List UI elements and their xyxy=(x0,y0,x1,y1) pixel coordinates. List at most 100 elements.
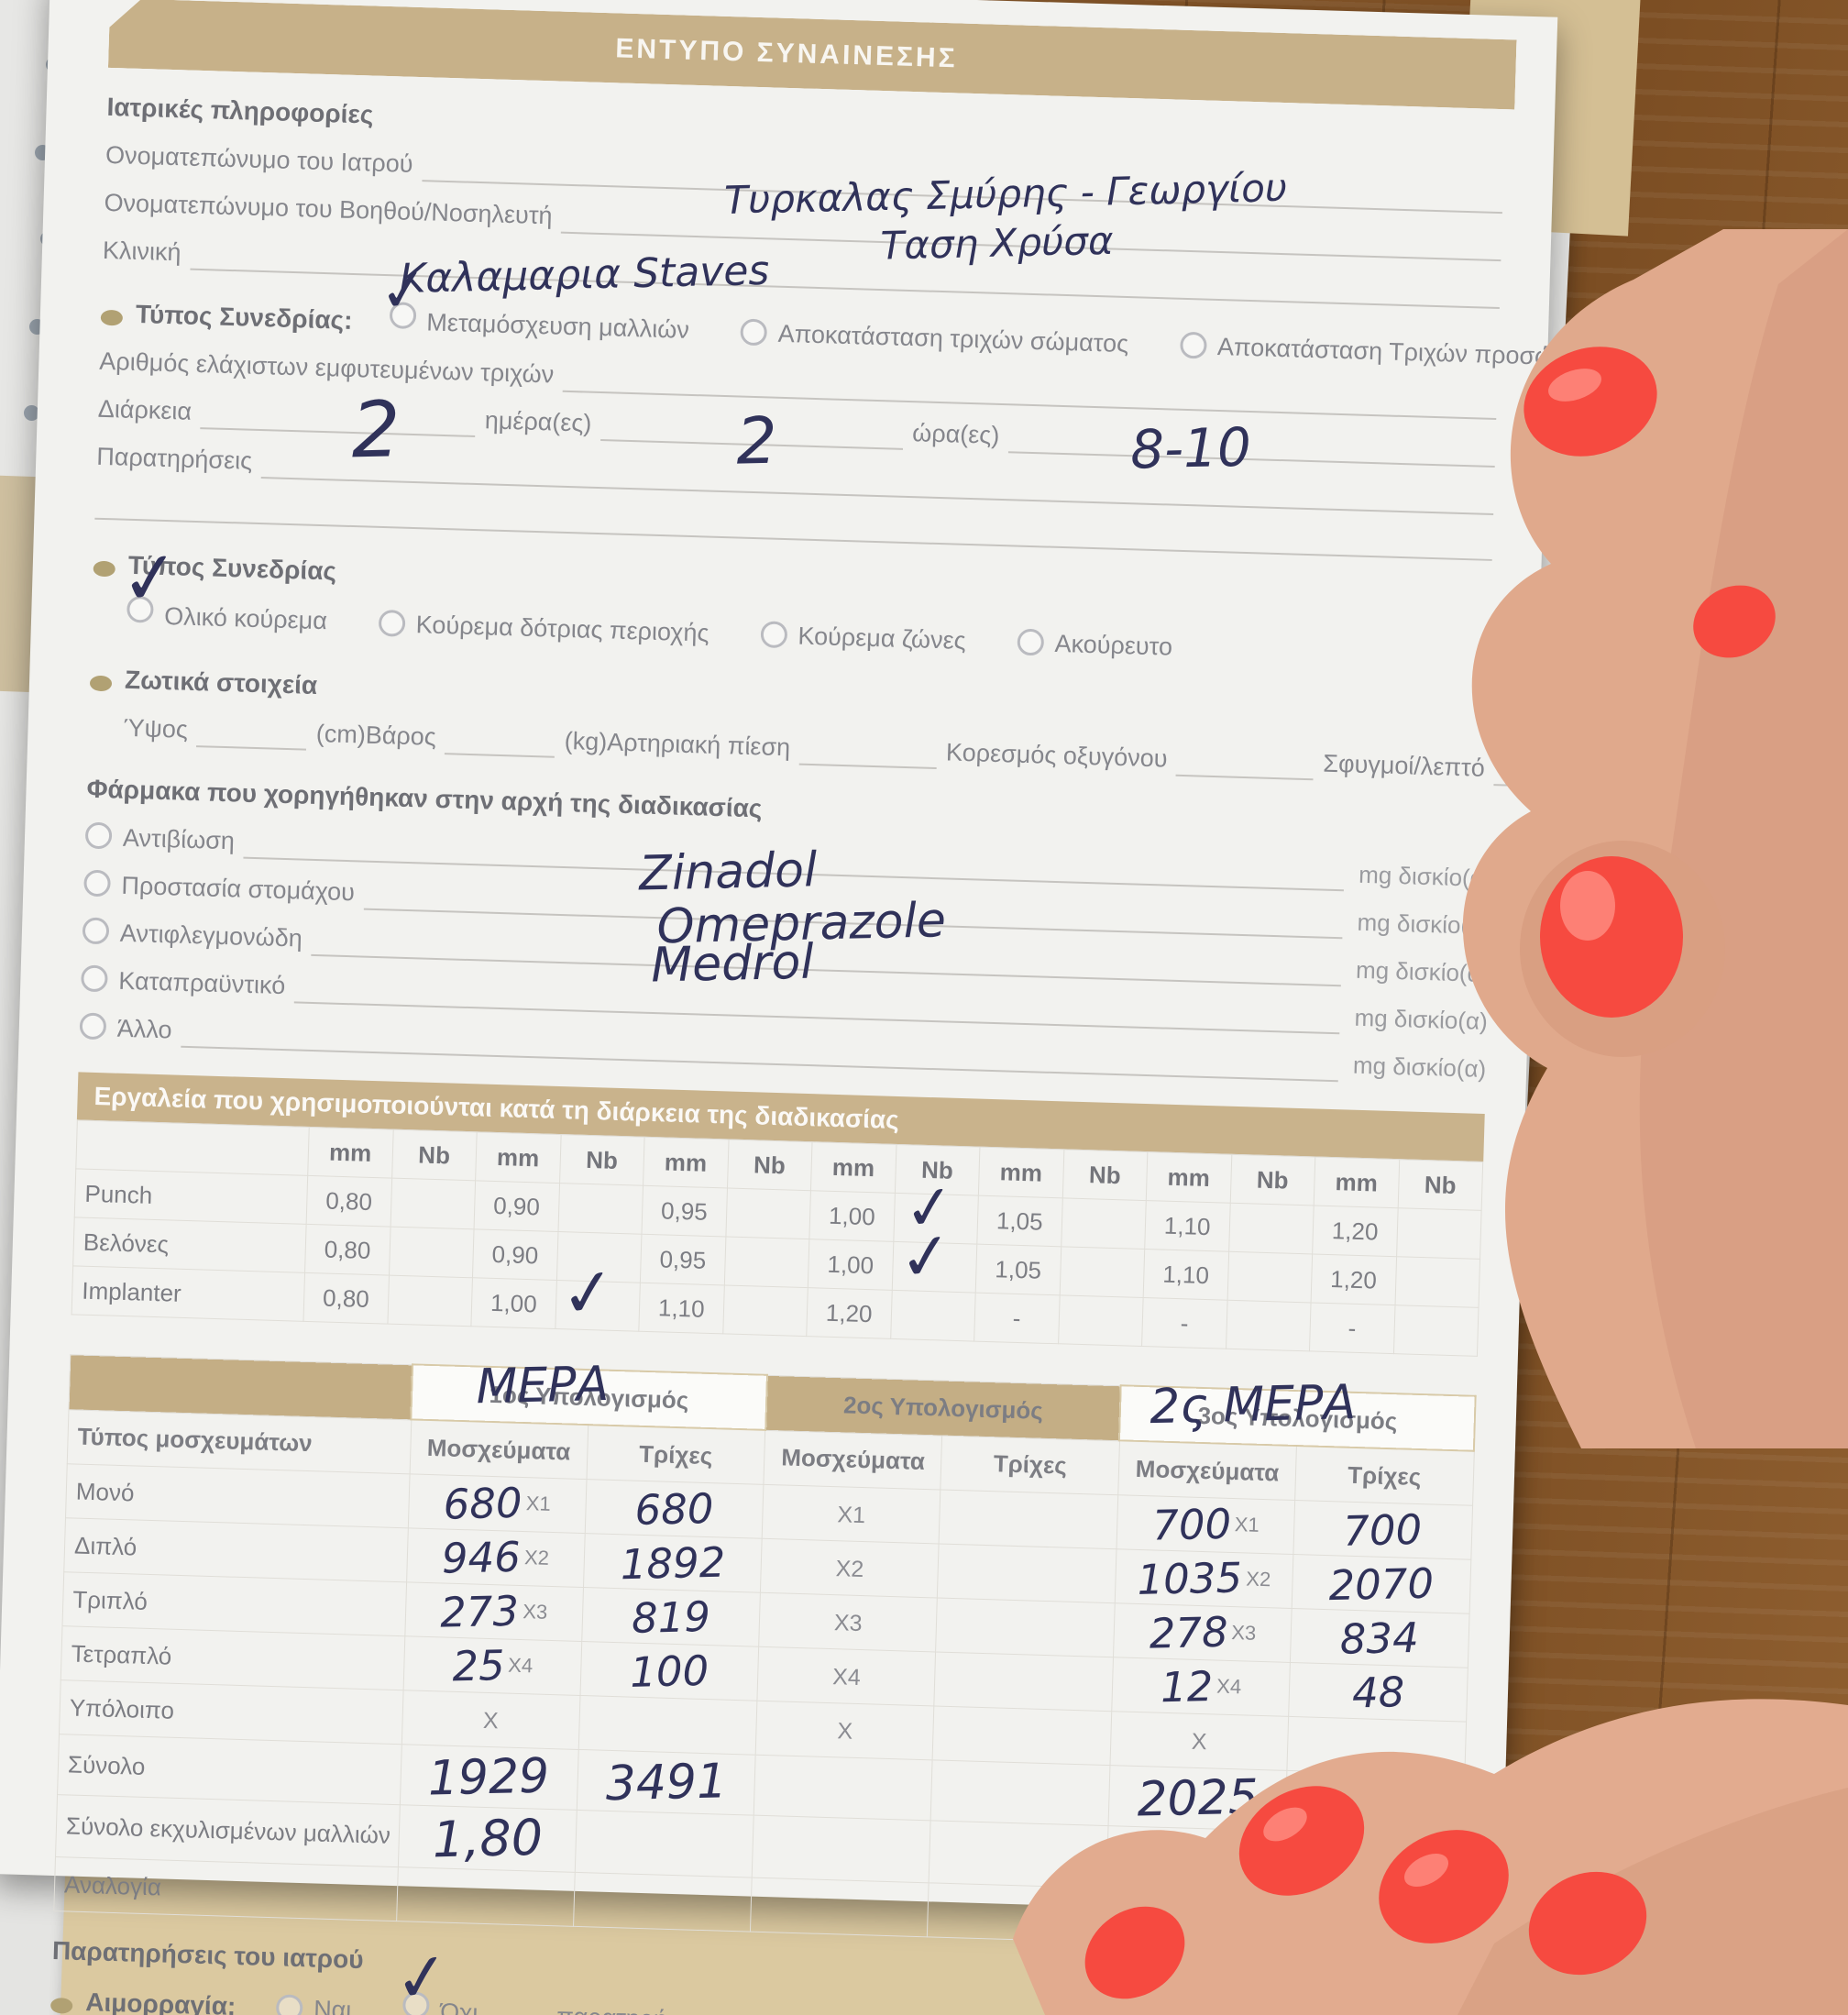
radio-zones-haircut xyxy=(760,620,787,648)
handwritten-value: 819 xyxy=(631,1591,711,1643)
handwritten-header-overlay: 2ς ΜΕΡΑ xyxy=(1149,1375,1357,1436)
radio-face-hair xyxy=(1179,331,1207,359)
handwritten-tick: ✓ xyxy=(390,1935,455,2015)
form-title-ribbon: ΕΝΤΥΠΟ ΣΥΝΑΙΝΕΣΗΣ xyxy=(108,0,1517,109)
bp-field xyxy=(798,732,938,770)
radio-sedative xyxy=(81,964,108,993)
radio-other-med xyxy=(79,1012,107,1041)
medications-heading: Φάρμακα που χορηγήθηκαν στην αρχή της δι… xyxy=(86,774,763,823)
handwritten-value: 100 xyxy=(629,1646,710,1697)
handwritten-value: 1892 xyxy=(619,1537,726,1589)
radio-no-haircut xyxy=(1017,628,1045,655)
option-label: Μεταμόσχευση μαλλιών xyxy=(426,307,690,344)
option-no-haircut: Ακούρευτο xyxy=(1017,625,1172,665)
handwritten-tick: ✓ xyxy=(895,1216,957,1297)
option-zones-haircut: Κούρεμα ζώνες xyxy=(760,617,966,658)
handwritten-value: 1035 xyxy=(1137,1552,1243,1604)
handwritten-ratio: 1,80 xyxy=(431,1808,544,1869)
bleeding-label: Αιμορραγία: xyxy=(84,1987,236,2015)
weight-unit: (kg) xyxy=(564,727,608,756)
col-nb: Nb xyxy=(726,1140,813,1191)
handwritten-value: 2070 xyxy=(1327,1558,1435,1610)
weight-label: Βάρος xyxy=(365,721,437,751)
days-field: 2 xyxy=(600,403,904,479)
handwritten-value: 273 xyxy=(439,1586,520,1637)
col-mm: mm xyxy=(1314,1157,1400,1208)
option-donor-haircut: Κούρεμα δότριας περιοχής xyxy=(378,606,710,651)
handwritten-hours: 8-10 xyxy=(1129,415,1252,481)
bullet-icon xyxy=(100,309,124,326)
handwritten-tick: ✓ xyxy=(375,254,432,328)
radio-body-hair xyxy=(740,318,768,346)
option-label: Ακούρευτο xyxy=(1054,629,1173,661)
red-nail xyxy=(1528,1871,1647,1976)
option-bleeding-no: ✓ Όχι xyxy=(390,1936,478,2015)
col-nb: Nb xyxy=(391,1129,478,1181)
o2-field xyxy=(1175,743,1314,781)
handwritten-days: 2 xyxy=(735,402,778,479)
min-hairs-label: Αριθμός ελάχιστων εμφυτευμένων τριχών xyxy=(99,347,555,389)
session-notes-label: Παρατηρήσεις xyxy=(95,442,253,475)
handwritten-med-antiinflammatory: Medrol xyxy=(650,934,815,994)
option-hair-transplant: ✓ Μεταμόσχευση μαλλιών xyxy=(376,255,690,348)
form-title: ΕΝΤΥΠΟ ΣΥΝΑΙΝΕΣΗΣ xyxy=(614,33,959,74)
red-nail xyxy=(1693,585,1776,658)
handwritten-clinic: Καλαμαρια Staves xyxy=(399,247,771,303)
handwritten-duration: 2 xyxy=(350,384,402,476)
clinic-label: Κλινική xyxy=(102,236,182,267)
handwritten-value: 700 xyxy=(1343,1504,1424,1556)
option-label: Αποκατάσταση τριχών σώματος xyxy=(777,319,1129,358)
handwritten-value: 946 xyxy=(441,1532,522,1583)
handwritten-tick: ✓ xyxy=(116,534,185,623)
row-label: Punch xyxy=(74,1168,308,1225)
assistant-name-label: Ονοματεπώνυμο του Βοηθού/Νοσηλευτή xyxy=(104,188,553,230)
handwritten-value: 25 xyxy=(451,1640,505,1690)
option-label: Κούρεμα δότριας περιοχής xyxy=(415,611,710,647)
notes-label: παρατηρήσεις xyxy=(556,1998,712,2015)
duration-label: Διάρκεια xyxy=(97,394,192,425)
option-label: Ολικό κούρεμα xyxy=(163,601,328,634)
col-mm: mm xyxy=(307,1127,393,1179)
med-label: Άλλο xyxy=(116,1014,172,1044)
weight-field xyxy=(445,721,556,758)
col-nb: Nb xyxy=(1062,1149,1148,1201)
radio-antibiotic xyxy=(84,821,113,850)
handwritten-total: 1929 xyxy=(427,1748,551,1807)
handwritten-assistant-name: Ταση Χρύσα xyxy=(880,217,1115,269)
red-nail xyxy=(1084,1906,1185,1999)
option-body-hair: Αποκατάσταση τριχών σώματος xyxy=(740,315,1129,362)
handwritten-total: 3491 xyxy=(604,1753,728,1811)
nail-highlight xyxy=(1560,871,1615,941)
red-nail xyxy=(1379,1830,1509,1943)
bp-label: Αρτηριακή πίεση xyxy=(606,728,791,762)
tools-table: mm Nb mm Nb mm Nb mm Nb mm Nb mm Nb mm Nb Punch… xyxy=(72,1119,1484,1357)
section-medical-info: Ιατρικές πληροφορίες xyxy=(106,92,374,129)
radio-antiinflammatory xyxy=(82,917,110,945)
red-nail xyxy=(1540,856,1683,1018)
med-label: Αντιβίωση xyxy=(122,823,236,855)
session-type-1-heading: Τύπος Συνεδρίας: xyxy=(135,299,353,335)
red-nail xyxy=(1524,347,1657,457)
med-label: Αντιφλεγμονώδη xyxy=(119,919,303,952)
handwritten-value: 700 xyxy=(1151,1499,1232,1550)
radio-donor-haircut xyxy=(378,609,406,637)
handwritten-header-overlay: ΜΕΡΑ xyxy=(476,1356,610,1415)
doctor-name-label: Ονοματεπώνυμο του Ιατρού xyxy=(104,140,413,178)
duration-field: 2 xyxy=(200,384,477,475)
col-mm: mm xyxy=(810,1141,896,1194)
col-mm: mm xyxy=(978,1147,1064,1198)
nail-highlight xyxy=(1263,1807,1307,1842)
red-nail xyxy=(1238,1786,1365,1896)
paper-dot xyxy=(24,405,39,421)
handwritten-value: 680 xyxy=(634,1483,715,1535)
option-label: Κούρεμα ζώνες xyxy=(798,622,967,655)
row-label: Βελόνες xyxy=(72,1217,307,1273)
col-mm: mm xyxy=(475,1131,561,1184)
handwritten-value: 680 xyxy=(443,1478,523,1529)
days-label: ημέρα(ες) xyxy=(484,406,592,437)
o2-label: Κορεσμός οξυγόνου xyxy=(945,738,1168,773)
row-label: Implanter xyxy=(72,1265,305,1322)
radio-stomach xyxy=(83,869,111,897)
hours-label: ώρα(ες) xyxy=(911,419,1000,449)
